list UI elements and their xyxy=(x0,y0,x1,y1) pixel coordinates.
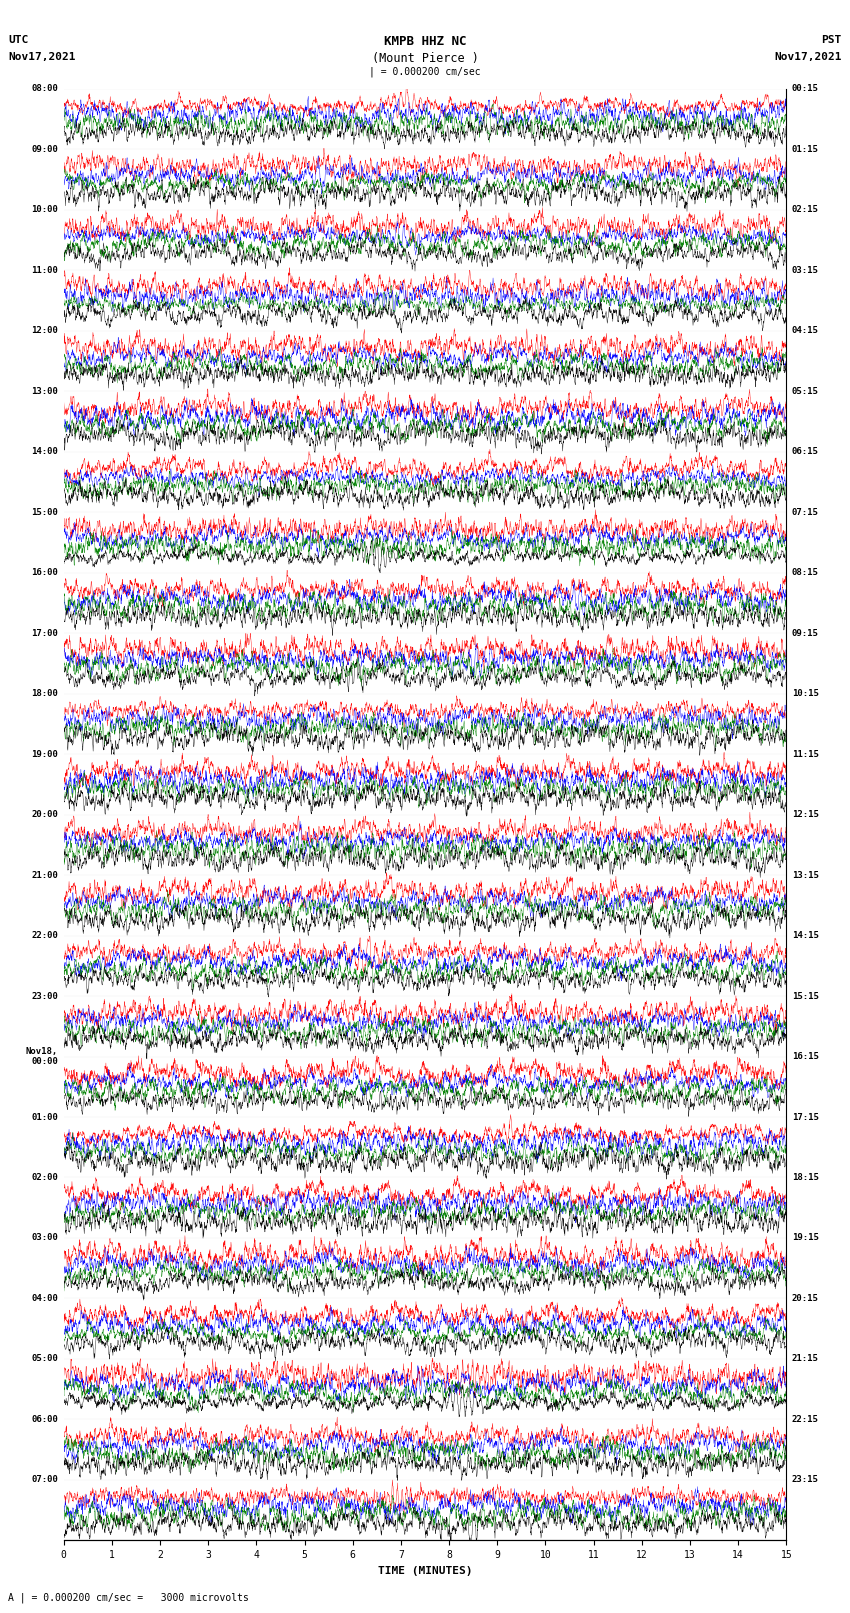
Text: PST: PST xyxy=(821,35,842,45)
Text: KMPB HHZ NC: KMPB HHZ NC xyxy=(383,35,467,48)
Text: Nov17,2021: Nov17,2021 xyxy=(774,52,842,61)
X-axis label: TIME (MINUTES): TIME (MINUTES) xyxy=(377,1566,473,1576)
Text: Nov17,2021: Nov17,2021 xyxy=(8,52,76,61)
Text: | = 0.000200 cm/sec: | = 0.000200 cm/sec xyxy=(369,66,481,77)
Text: (Mount Pierce ): (Mount Pierce ) xyxy=(371,52,479,65)
Text: UTC: UTC xyxy=(8,35,29,45)
Text: A | = 0.000200 cm/sec =   3000 microvolts: A | = 0.000200 cm/sec = 3000 microvolts xyxy=(8,1592,249,1603)
